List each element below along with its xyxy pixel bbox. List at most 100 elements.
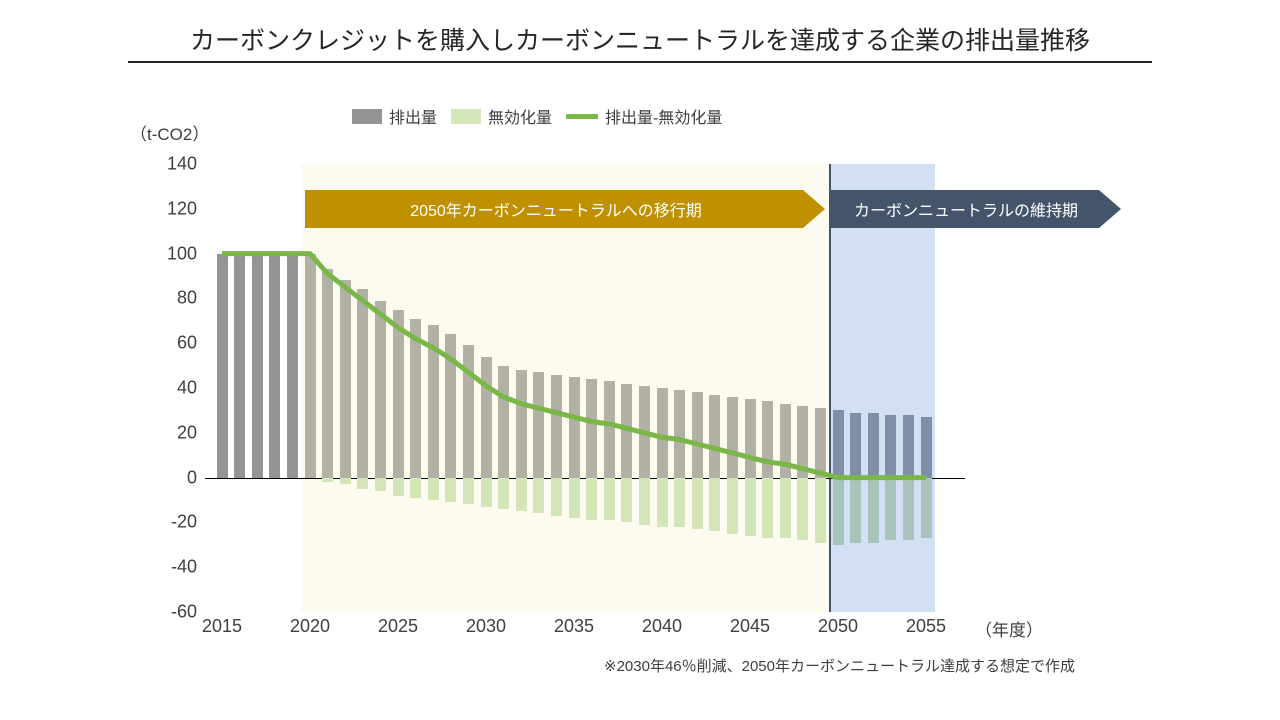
bar-emission — [374, 300, 386, 478]
bar-credit — [550, 477, 562, 516]
bar-credit — [920, 477, 932, 539]
bar-emission — [445, 334, 457, 478]
bar-emission — [902, 414, 914, 478]
legend-item-net: 排出量-無効化量 — [566, 104, 722, 128]
bar-credit — [832, 477, 844, 545]
phase-label-maintain: カーボンニュートラルの維持期 — [853, 203, 1078, 220]
x-tick-label: 2025 — [377, 616, 419, 636]
bar-credit — [656, 477, 668, 527]
legend-label-credit: 無効化量 — [488, 110, 553, 127]
y-tick-label: -20 — [170, 511, 197, 532]
y-tick-label: 0 — [186, 467, 197, 488]
line-swatch-icon — [566, 113, 599, 119]
bar-emission — [550, 374, 562, 478]
bar-emission — [885, 414, 897, 478]
bar-credit — [744, 477, 756, 536]
bar-credit — [850, 477, 862, 543]
bar-emission — [480, 356, 492, 478]
bar-credit — [357, 477, 369, 489]
phase-arrow-transition: 2050年カーボンニュートラルへの移行期 — [305, 190, 825, 228]
bar-emission — [656, 388, 668, 478]
bar-emission — [850, 412, 862, 478]
bar-credit — [691, 477, 703, 530]
footnote-text: ※2030年46％削減、2050年カーボンニュートラル達成する想定で作成 — [604, 658, 1075, 675]
x-axis-unit-label: （年度） — [975, 621, 1043, 640]
bar-credit — [392, 477, 404, 496]
legend-label-net: 排出量-無効化量 — [605, 110, 723, 127]
x-tick-label: 2035 — [553, 616, 595, 636]
square-swatch-icon — [451, 108, 482, 124]
bar-credit — [726, 477, 738, 534]
bar-emission — [674, 390, 686, 478]
bar-emission — [744, 399, 756, 478]
bar-credit — [480, 477, 492, 507]
divider-line-2050 — [829, 164, 832, 612]
bar-credit — [515, 477, 527, 512]
phase-band-maintain — [829, 164, 935, 612]
bar-emission — [867, 412, 879, 478]
bar-emission — [920, 417, 932, 478]
bar-credit — [322, 477, 334, 483]
bar-emission — [621, 383, 633, 478]
bar-emission — [269, 253, 281, 478]
bar-credit — [674, 477, 686, 527]
bar-credit — [814, 477, 826, 543]
x-tick-label: 2040 — [641, 616, 683, 636]
y-tick-label: 120 — [166, 198, 197, 219]
bar-credit — [902, 477, 914, 541]
bar-credit — [374, 477, 386, 492]
bar-emission — [462, 345, 474, 478]
y-axis-unit-label: （t-CO2） — [130, 125, 210, 144]
bar-emission — [498, 365, 510, 478]
bar-emission — [286, 253, 298, 478]
bar-emission — [357, 289, 369, 478]
bar-emission — [603, 381, 615, 478]
bar-emission — [234, 253, 246, 478]
square-swatch-icon — [352, 108, 382, 124]
bar-credit — [498, 477, 510, 509]
bar-emission — [304, 253, 316, 478]
bar-credit — [462, 477, 474, 505]
bar-emission — [427, 325, 439, 478]
x-tick-label: 2020 — [289, 616, 331, 636]
bar-credit — [410, 477, 422, 498]
chart-legend: 排出量 無効化量 排出量-無効化量 — [352, 104, 722, 128]
y-tick-label: 80 — [176, 287, 197, 308]
bar-emission — [392, 309, 404, 478]
x-tick-label: 2050 — [817, 616, 859, 636]
bar-emission — [515, 370, 527, 478]
bar-credit — [427, 477, 439, 500]
plot-area: 140 120 100 80 60 40 20 0 -20 -40 -60 2015 2020 2025… — [167, 154, 965, 636]
y-tick-label: 60 — [176, 332, 197, 353]
bar-emission — [726, 396, 738, 478]
y-tick-label: -40 — [170, 556, 197, 577]
bar-credit — [797, 477, 809, 541]
bar-emission — [832, 410, 844, 478]
bar-emission — [533, 372, 545, 478]
phase-label-transition: 2050年カーボンニュートラルへの移行期 — [410, 203, 702, 220]
bar-emission — [779, 403, 791, 478]
y-tick-label: 100 — [166, 243, 197, 264]
page-title: カーボンクレジットを購入しカーボンニュートラルを達成する企業の排出量推移 — [128, 24, 1152, 63]
bar-credit — [568, 477, 580, 518]
bar-credit — [586, 477, 598, 521]
bar-credit — [762, 477, 774, 539]
bar-emission — [638, 385, 650, 478]
bar-emission — [762, 401, 774, 478]
y-tick-label: 20 — [176, 422, 197, 443]
bar-credit — [445, 477, 457, 503]
bar-emission — [568, 376, 580, 478]
x-tick-label: 2045 — [729, 616, 771, 636]
y-tick-label: -60 — [170, 601, 197, 622]
bar-credit — [779, 477, 791, 539]
legend-item-credit: 無効化量 — [451, 104, 552, 128]
bar-emission — [322, 269, 334, 478]
bar-credit — [603, 477, 615, 521]
bar-emission — [216, 253, 228, 478]
legend-item-emission: 排出量 — [352, 104, 437, 128]
bar-credit — [621, 477, 633, 523]
bar-emission — [691, 392, 703, 478]
bar-emission — [410, 318, 422, 478]
bar-emission — [814, 408, 826, 478]
bar-credit — [709, 477, 721, 532]
